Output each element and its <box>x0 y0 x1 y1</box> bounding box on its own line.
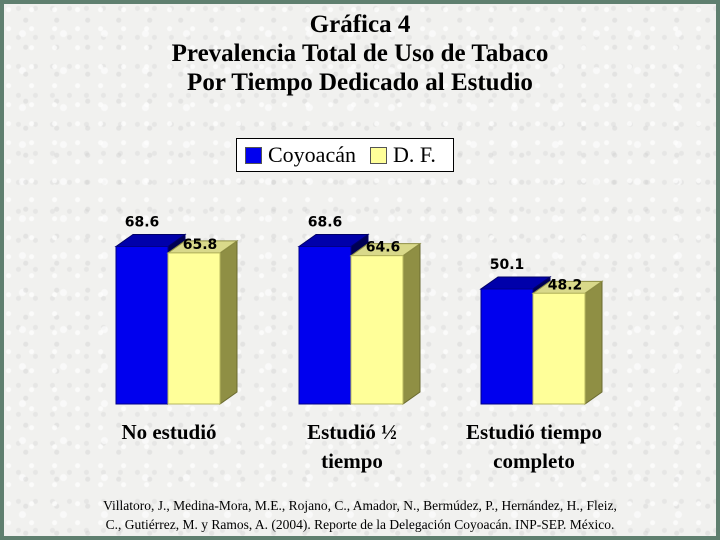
data-label-df-no-estudio: 65.8 <box>183 237 218 253</box>
data-label-coyoacan-estudio-completo: 50.1 <box>490 257 525 273</box>
chart-title-line-2: Prevalencia Total de Uso de Tabaco <box>171 40 549 67</box>
x-label-estudio-medio-line-1: Estudió ½ <box>307 420 397 444</box>
bar-df-estudio-medio <box>349 242 422 405</box>
legend-label-coyoacan: Coyoacán <box>268 142 356 167</box>
x-label-estudio-completo-line-2: completo <box>493 449 575 473</box>
bar-df-estudio-completo <box>531 280 604 405</box>
legend-label-df: D. F. <box>392 142 436 167</box>
data-label-coyoacan-estudio-medio: 68.6 <box>308 214 343 230</box>
data-label-df-estudio-medio: 64.6 <box>366 240 401 256</box>
source-line-2: C., Gutiérrez, M. y Ramos, A. (2004). Re… <box>105 517 615 532</box>
data-label-df-estudio-completo: 48.2 <box>548 277 583 293</box>
x-label-estudio-completo-line-1: Estudió tiempo <box>466 420 602 444</box>
legend-swatch-df <box>369 146 387 164</box>
chart-title-line-3: Por Tiempo Dedicado al Estudio <box>187 69 533 96</box>
x-label-no-estudio-line-1: No estudió <box>121 420 217 444</box>
legend-item-coyoacan: Coyoacán <box>245 142 356 168</box>
x-label-estudio-medio: Estudió ½ tiempo <box>252 418 452 476</box>
x-label-estudio-completo: Estudió tiempo completo <box>434 418 634 476</box>
data-label-coyoacan-no-estudio: 68.6 <box>125 214 160 230</box>
legend-item-df: D. F. <box>369 142 436 168</box>
x-label-no-estudio: No estudió <box>69 418 269 447</box>
chart-legend: Coyoacán D. F. <box>236 138 454 172</box>
bar-df-no-estudio <box>166 239 239 405</box>
source-citation: Villatoro, J., Medina-Mora, M.E., Rojano… <box>0 496 720 534</box>
chart-title-line-1: Gráfica 4 <box>309 11 411 38</box>
chart-title: Gráfica 4 Prevalencia Total de Uso de Ta… <box>0 10 720 97</box>
x-label-estudio-medio-line-2: tiempo <box>321 449 383 473</box>
source-line-1: Villatoro, J., Medina-Mora, M.E., Rojano… <box>103 498 617 513</box>
legend-swatch-coyoacan <box>245 146 262 164</box>
